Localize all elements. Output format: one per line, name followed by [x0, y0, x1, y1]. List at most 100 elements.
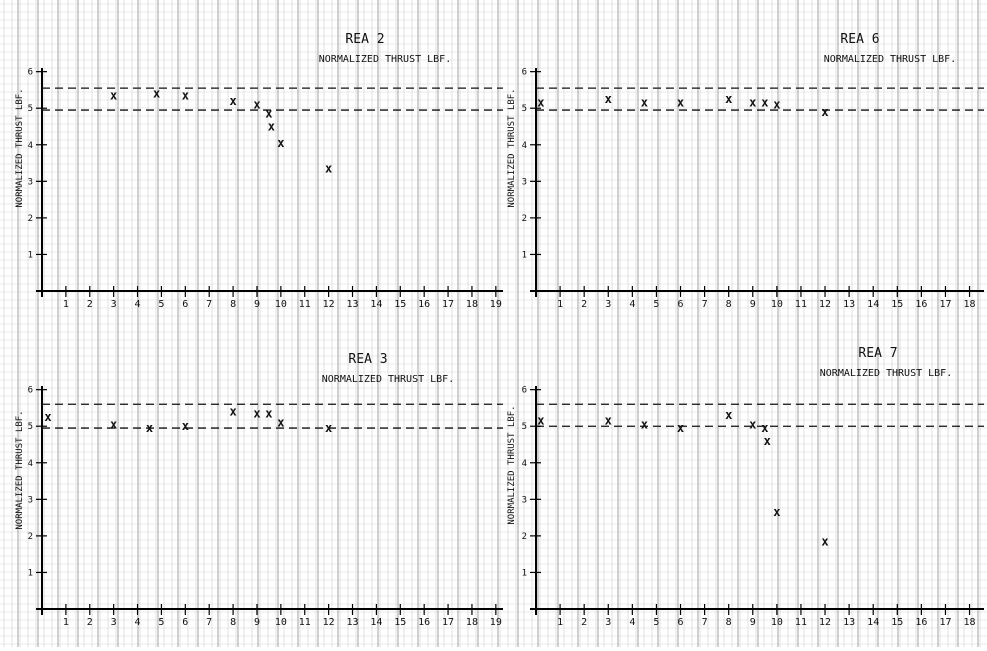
y-tick-label: 2: [28, 532, 33, 542]
x-tick-label: 12: [323, 617, 335, 628]
data-point: x: [773, 98, 780, 112]
data-point: x: [773, 505, 780, 519]
y-axis-label: NORMALIZED THRUST LBF.: [15, 410, 25, 529]
chart-subtitle: NORMALIZED THRUST LBF.: [820, 368, 952, 379]
x-tick-label: 17: [442, 617, 454, 628]
x-tick-label: 3: [605, 299, 611, 310]
axis-marker-point: x: [44, 410, 51, 424]
x-tick-label: 13: [346, 299, 358, 310]
data-point: x: [605, 414, 612, 428]
x-tick-label: 4: [135, 299, 141, 310]
x-tick-label: 7: [702, 617, 708, 628]
x-tick-label: 11: [795, 299, 807, 310]
y-tick-label: 3: [522, 495, 527, 505]
data-point: x: [229, 94, 236, 108]
data-point: x: [146, 421, 153, 435]
x-tick-label: 7: [702, 299, 708, 310]
y-tick-label: 5: [522, 422, 527, 432]
x-tick-label: 8: [230, 617, 236, 628]
axis-marker-point: x: [537, 414, 544, 428]
x-tick-label: 6: [678, 617, 684, 628]
data-point: x: [268, 119, 275, 133]
data-point: x: [110, 88, 117, 102]
x-tick-label: 9: [254, 299, 260, 310]
x-tick-label: 1: [557, 617, 563, 628]
x-tick-label: 5: [158, 299, 164, 310]
data-point: x: [749, 417, 756, 431]
x-tick-label: 11: [299, 299, 311, 310]
data-point: x: [229, 405, 236, 419]
x-tick-label: 10: [275, 299, 287, 310]
x-tick-label: 17: [442, 299, 454, 310]
chart-panel-rea-6: REA 6 NORMALIZED THRUST LBF. NORMALIZED …: [507, 32, 984, 310]
x-tick-label: 10: [771, 617, 783, 628]
x-tick-label: 14: [867, 299, 879, 310]
x-tick-label: 10: [275, 617, 287, 628]
y-tick-label: 2: [522, 532, 527, 542]
x-tick-label: 15: [394, 617, 406, 628]
data-point: x: [641, 96, 648, 110]
x-tick-label: 12: [323, 299, 335, 310]
y-axis-label: NORMALIZED THRUST LBF.: [15, 88, 25, 207]
y-tick-label: 3: [28, 177, 33, 187]
y-axis-label: NORMALIZED THRUST LBF.: [507, 88, 517, 207]
x-tick-label: 18: [466, 617, 478, 628]
data-point: x: [725, 408, 732, 422]
data-point: x: [761, 96, 768, 110]
x-tick-label: 5: [158, 617, 164, 628]
x-tick-label: 9: [750, 299, 756, 310]
data-point: x: [821, 534, 828, 548]
x-tick-label: 8: [230, 299, 236, 310]
x-tick-label: 10: [771, 299, 783, 310]
y-tick-label: 1: [522, 568, 527, 578]
data-point: x: [677, 421, 684, 435]
chart-subtitle: NORMALIZED THRUST LBF.: [322, 374, 454, 385]
x-tick-label: 14: [370, 617, 382, 628]
x-tick-label: 1: [63, 299, 69, 310]
x-tick-label: 17: [939, 299, 951, 310]
chart-panel-rea-3: REA 3 NORMALIZED THRUST LBF. NORMALIZED …: [15, 352, 503, 628]
data-point: x: [764, 434, 771, 448]
chart-title: REA 2: [345, 32, 384, 47]
x-tick-label: 2: [87, 617, 93, 628]
x-tick-label: 14: [867, 617, 879, 628]
y-tick-label: 5: [522, 104, 527, 114]
data-point: x: [761, 421, 768, 435]
data-point: x: [677, 96, 684, 110]
x-tick-label: 16: [418, 617, 430, 628]
data-point: x: [605, 92, 612, 106]
x-tick-label: 13: [843, 617, 855, 628]
chart-panel-rea-2: REA 2 NORMALIZED THRUST LBF. NORMALIZED …: [15, 32, 503, 310]
x-tick-label: 8: [726, 299, 732, 310]
data-point: x: [641, 417, 648, 431]
x-tick-label: 15: [891, 617, 903, 628]
data-point: x: [110, 417, 117, 431]
data-point: x: [749, 96, 756, 110]
data-point: x: [265, 406, 272, 420]
y-tick-label: 4: [522, 141, 527, 151]
x-tick-label: 7: [206, 299, 212, 310]
y-tick-label: 6: [522, 386, 527, 396]
y-tick-label: 4: [28, 141, 33, 151]
data-point: x: [253, 406, 260, 420]
x-tick-label: 9: [254, 617, 260, 628]
data-point: x: [182, 88, 189, 102]
x-tick-label: 3: [605, 617, 611, 628]
x-tick-label: 14: [370, 299, 382, 310]
chart-panel-rea-7: REA 7 NORMALIZED THRUST LBF. NORMALIZED …: [507, 346, 984, 628]
x-tick-label: 11: [795, 617, 807, 628]
y-tick-label: 2: [28, 214, 33, 224]
x-tick-label: 12: [819, 617, 831, 628]
x-tick-label: 5: [653, 299, 659, 310]
x-tick-label: 16: [418, 299, 430, 310]
data-point: x: [265, 107, 272, 121]
data-point: x: [277, 136, 284, 150]
y-tick-label: 3: [522, 177, 527, 187]
axis-marker-point: x: [537, 96, 544, 110]
data-point: x: [153, 87, 160, 101]
